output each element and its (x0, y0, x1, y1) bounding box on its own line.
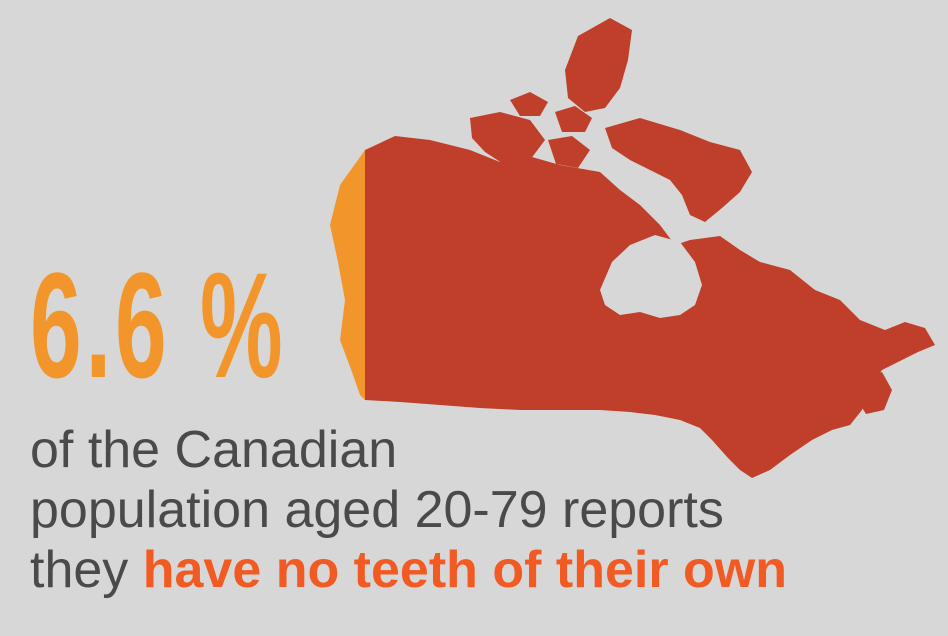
arctic-island-ellesmere (565, 18, 632, 112)
arctic-island-small-3 (548, 136, 590, 168)
canada-western-slice (330, 150, 365, 400)
caption-line-3: they have no teeth of their own (30, 540, 787, 600)
hudson-bay-shape (600, 235, 702, 318)
arctic-island-small-2 (555, 106, 592, 132)
arctic-island-small-1 (510, 92, 548, 116)
arctic-island-baffin (605, 118, 752, 222)
arctic-island-victoria (470, 112, 545, 165)
statistic-caption: of the Canadian population aged 20-79 re… (30, 420, 787, 600)
caption-highlight: have no teeth of their own (142, 541, 787, 599)
caption-line-1: of the Canadian (30, 421, 398, 479)
newfoundland-shape (856, 372, 892, 414)
caption-line-3-prefix: they (30, 541, 143, 599)
statistic-value: 6.6 % (30, 241, 287, 409)
caption-line-2: population aged 20-79 reports (30, 481, 724, 539)
